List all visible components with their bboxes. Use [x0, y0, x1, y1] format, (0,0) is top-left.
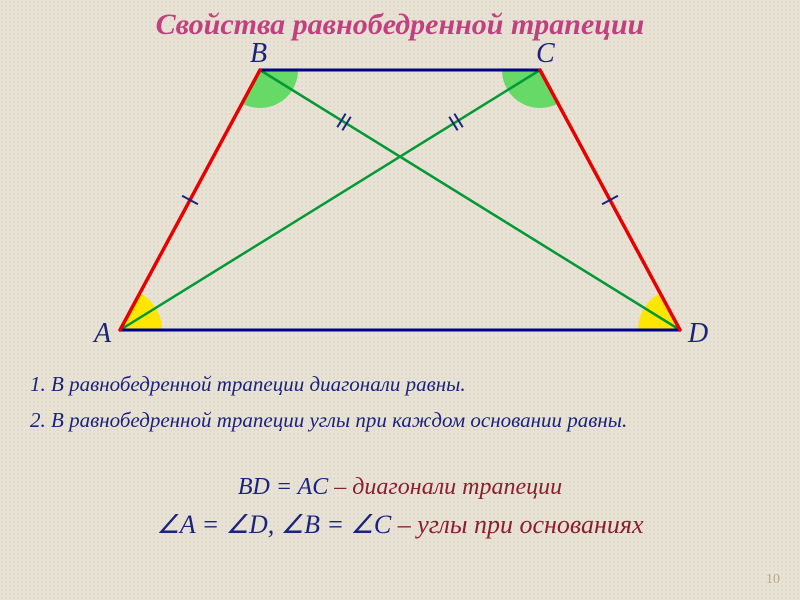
eq1-desc: – диагонали трапеции: [328, 474, 562, 500]
trapezoid-diagram: A B C D: [60, 40, 740, 360]
equation-angles: ∠A = ∠D, ∠B = ∠C – углы при основаниях: [0, 510, 800, 540]
eq2-lhs: ∠A = ∠D, ∠B = ∠C: [156, 510, 391, 539]
page-title: Свойства равнобедренной трапеции: [0, 8, 800, 42]
equation-diagonals: BD = AC – диагонали трапеции: [0, 474, 800, 501]
property-2: 2. В равнобедренной трапеции углы при ка…: [30, 408, 770, 433]
eq2-desc: – углы при основаниях: [391, 510, 643, 539]
svg-text:B: B: [250, 40, 267, 69]
svg-text:D: D: [687, 318, 708, 349]
eq1-lhs: BD = AC: [238, 474, 328, 500]
page-number: 10: [766, 572, 780, 588]
property-1: 1. В равнобедренной трапеции диагонали р…: [30, 372, 770, 397]
svg-text:C: C: [536, 40, 555, 69]
svg-text:A: A: [92, 318, 112, 349]
